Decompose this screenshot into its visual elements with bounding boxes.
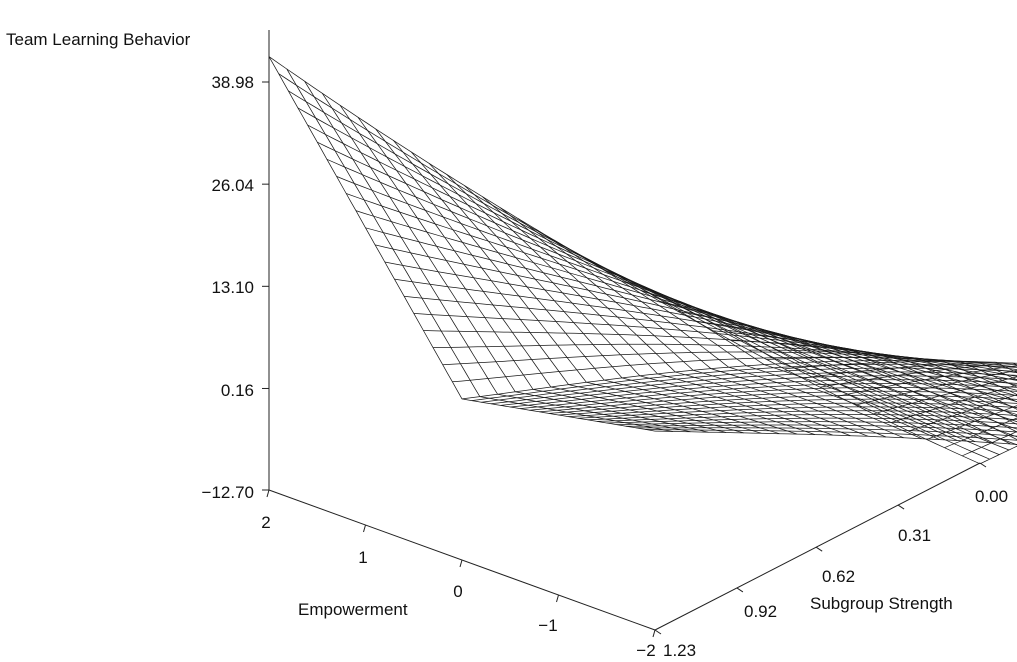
y-tick-label: 1.23 bbox=[663, 641, 696, 660]
mesh-line-strength bbox=[286, 68, 673, 432]
y-tick-label: 0.92 bbox=[744, 602, 777, 621]
mesh-line-strength bbox=[926, 405, 1017, 440]
mesh-line-empowerment bbox=[375, 244, 1017, 397]
mesh-line-strength bbox=[890, 384, 1017, 423]
y-tick-label: 0.00 bbox=[975, 487, 1008, 506]
y-axis-title: Subgroup Strength bbox=[810, 594, 953, 613]
mesh-line-empowerment bbox=[442, 351, 1017, 368]
mesh-line-strength bbox=[944, 417, 1017, 449]
y-tick-mark bbox=[815, 546, 823, 552]
y-axis-line bbox=[654, 462, 981, 631]
y-tick-mark bbox=[897, 504, 905, 510]
mesh-line-empowerment bbox=[481, 367, 1017, 403]
x-tick-label: 1 bbox=[358, 548, 367, 567]
mesh-line-empowerment bbox=[346, 193, 1017, 416]
y-tick-mark bbox=[654, 629, 662, 635]
mesh-line-empowerment bbox=[384, 261, 1017, 391]
mesh-line-empowerment bbox=[519, 383, 1017, 409]
mesh-line-strength bbox=[304, 81, 691, 433]
mesh-line-strength bbox=[855, 370, 1017, 406]
mesh-line-empowerment bbox=[394, 278, 1017, 386]
x-tick-mark bbox=[556, 594, 559, 603]
mesh-line-empowerment bbox=[577, 406, 1017, 419]
y-tick-mark bbox=[736, 587, 744, 593]
mesh-line-empowerment bbox=[539, 390, 1017, 413]
mesh-line-empowerment bbox=[597, 414, 1017, 422]
y-tick-label: 0.31 bbox=[898, 526, 931, 545]
mesh-line-empowerment bbox=[529, 387, 1017, 411]
mesh-line-empowerment bbox=[548, 394, 1017, 414]
mesh-line-empowerment bbox=[568, 402, 1017, 417]
z-tick-label: 38.98 bbox=[211, 73, 254, 92]
x-tick-label: 2 bbox=[261, 513, 270, 532]
mesh-line-empowerment bbox=[616, 421, 1017, 429]
x-tick-label: −2 bbox=[636, 641, 655, 660]
x-tick-mark bbox=[363, 524, 366, 533]
mesh-line-empowerment bbox=[626, 424, 1017, 433]
x-tick-label: 0 bbox=[453, 582, 462, 601]
y-tick-mark bbox=[979, 462, 987, 468]
mesh-line-strength bbox=[410, 151, 798, 435]
tick-marks bbox=[262, 81, 987, 638]
mesh-line-empowerment bbox=[645, 429, 1017, 441]
mesh-line-empowerment bbox=[268, 56, 981, 465]
x-tick-mark bbox=[266, 489, 270, 498]
mesh-line-empowerment bbox=[606, 417, 1017, 425]
mesh-line-empowerment bbox=[510, 379, 1017, 408]
x-tick-mark bbox=[459, 559, 463, 568]
z-tick-label: 0.16 bbox=[221, 381, 254, 400]
mesh-line-empowerment bbox=[587, 410, 1017, 421]
z-tick-label: 13.10 bbox=[211, 278, 254, 297]
mesh-line-empowerment bbox=[635, 427, 1017, 437]
mesh-line-empowerment bbox=[461, 360, 1017, 400]
mesh-line-strength bbox=[268, 56, 656, 432]
mesh-line-empowerment bbox=[288, 90, 1000, 455]
z-axis-title: Team Learning Behavior bbox=[6, 30, 191, 49]
mesh-line-empowerment bbox=[654, 430, 1017, 445]
mesh-line-empowerment bbox=[558, 398, 1017, 416]
y-tick-label: 0.62 bbox=[822, 567, 855, 586]
x-tick-mark bbox=[652, 629, 656, 638]
mesh-line-empowerment bbox=[278, 73, 990, 460]
mesh-line-empowerment bbox=[452, 356, 1017, 383]
mesh-line-empowerment bbox=[423, 330, 1017, 374]
mesh-line-empowerment bbox=[404, 295, 1017, 381]
mesh-line-empowerment bbox=[500, 375, 1017, 406]
axis-frame bbox=[268, 30, 981, 631]
mesh-line-empowerment bbox=[355, 210, 1017, 409]
z-tick-label: 26.04 bbox=[211, 176, 254, 195]
mesh-line-strength bbox=[873, 376, 1017, 415]
x-tick-label: −1 bbox=[538, 616, 557, 635]
mesh-line-empowerment bbox=[490, 371, 1017, 405]
surface-mesh bbox=[268, 56, 1017, 465]
mesh-line-strength bbox=[428, 163, 816, 435]
x-axis-title: Empowerment bbox=[298, 600, 408, 619]
z-tick-label: −12.70 bbox=[202, 483, 254, 502]
mesh-line-empowerment bbox=[471, 363, 1017, 401]
mesh-line-empowerment bbox=[432, 343, 1017, 370]
mesh-line-strength bbox=[321, 93, 709, 433]
